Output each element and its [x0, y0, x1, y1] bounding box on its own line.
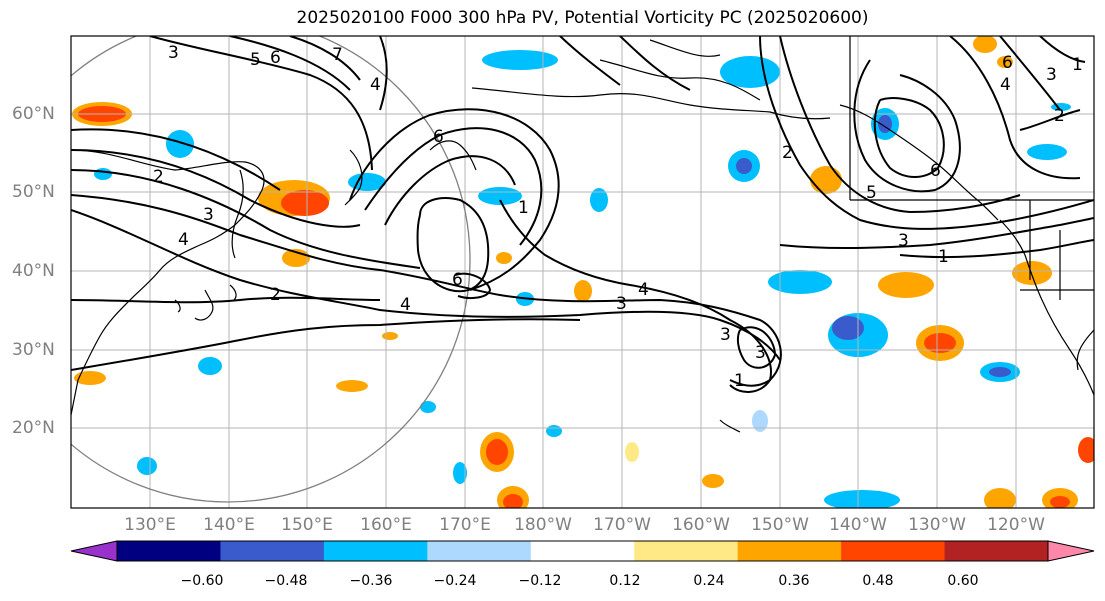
lon-label-150e: 150°E — [281, 515, 333, 535]
contour-label: 4 — [638, 280, 649, 300]
contour-label: 4 — [400, 295, 411, 315]
colorbar-tick-label: −0.36 — [349, 573, 393, 589]
contour-label: 5 — [866, 183, 877, 203]
colorbar-extend-low — [70, 540, 118, 562]
lon-label-140e: 140°E — [203, 515, 255, 535]
colorbar-tick-label: −0.24 — [433, 573, 477, 589]
contour-label: 2 — [782, 143, 793, 163]
colorbar-swatch — [323, 541, 428, 561]
contour-label: 1 — [938, 247, 949, 267]
lat-label-50n: 50°N — [12, 182, 55, 202]
contour-label: 3 — [720, 325, 731, 345]
colorbar-tick-label: 0.12 — [609, 573, 641, 589]
map-frame — [70, 35, 1095, 509]
lon-label-160w: 160°W — [672, 515, 730, 535]
contour-label-group: 3 5 6 7 4 2 3 4 6 2 1 6 4 3 3 4 3 1 5 2 … — [153, 43, 1083, 391]
lon-label-150w: 150°W — [751, 515, 809, 535]
contour-label: 4 — [370, 75, 381, 95]
contour-label: 3 — [203, 205, 214, 225]
colorbar-swatch — [841, 541, 946, 561]
lat-label-60n: 60°N — [12, 104, 55, 124]
colorbar-swatch — [737, 541, 842, 561]
lon-label-170w: 170°W — [593, 515, 651, 535]
colorbar-swatch — [530, 541, 635, 561]
colorbar — [70, 540, 1095, 562]
contour-label: 3 — [168, 43, 179, 63]
colorbar-swatch — [427, 541, 532, 561]
pv-contours — [71, 36, 1094, 393]
lon-label-160e: 160°E — [360, 515, 412, 535]
contour-label: 1 — [734, 371, 745, 391]
colorbar-tick-label: −0.48 — [264, 573, 308, 589]
lat-label-20n: 20°N — [12, 418, 55, 438]
contour-label: 2 — [1054, 106, 1065, 126]
colorbar-swatch — [117, 541, 221, 561]
contour-label: 3 — [898, 231, 909, 251]
pv-anomaly-shading — [72, 36, 1094, 508]
colorbar-tick-label: −0.12 — [518, 573, 562, 589]
contour-label: 6 — [270, 48, 281, 68]
colorbar-swatch — [944, 541, 1049, 561]
colorbar-tick-label: −0.60 — [180, 573, 224, 589]
colorbar-tick-label: 0.24 — [693, 573, 725, 589]
contour-label: 4 — [178, 230, 189, 250]
contour-label: 2 — [270, 285, 281, 305]
colorbar-extend-high — [1047, 540, 1095, 562]
map-title: 2025020100 F000 300 hPa PV, Potential Vo… — [296, 8, 869, 28]
lon-label-140w: 140°W — [829, 515, 887, 535]
contour-label: 3 — [755, 343, 766, 363]
lon-label-130e: 130°E — [124, 515, 176, 535]
contour-label: 6 — [1002, 53, 1013, 73]
contour-label: 4 — [1000, 75, 1011, 95]
colorbar-outline — [116, 540, 1049, 562]
contour-label: 6 — [433, 127, 444, 147]
lon-label-180w: 180°W — [514, 515, 572, 535]
lat-label-40n: 40°N — [12, 261, 55, 281]
contour-label: 1 — [518, 198, 529, 218]
coastlines — [71, 36, 1094, 433]
colorbar-tick-label: 0.60 — [947, 573, 979, 589]
colorbar-swatch — [634, 541, 739, 561]
contour-label: 3 — [1046, 65, 1057, 85]
lon-label-170e: 170°E — [439, 515, 491, 535]
colorbar-tick-label: 0.48 — [862, 573, 894, 589]
contour-label: 7 — [332, 45, 343, 65]
colorbar-swatch — [220, 541, 325, 561]
contour-label: 1 — [1072, 55, 1083, 75]
contour-label: 6 — [452, 270, 463, 290]
lon-label-130w: 130°W — [908, 515, 966, 535]
lat-label-30n: 30°N — [12, 340, 55, 360]
contour-label: 2 — [153, 167, 164, 187]
colorbar-tick-label: 0.36 — [778, 573, 810, 589]
contour-label: 6 — [930, 161, 941, 181]
contour-label: 5 — [250, 50, 261, 70]
lon-label-120w: 120°W — [987, 515, 1045, 535]
radius-circle — [71, 36, 471, 503]
contour-label: 3 — [616, 294, 627, 314]
